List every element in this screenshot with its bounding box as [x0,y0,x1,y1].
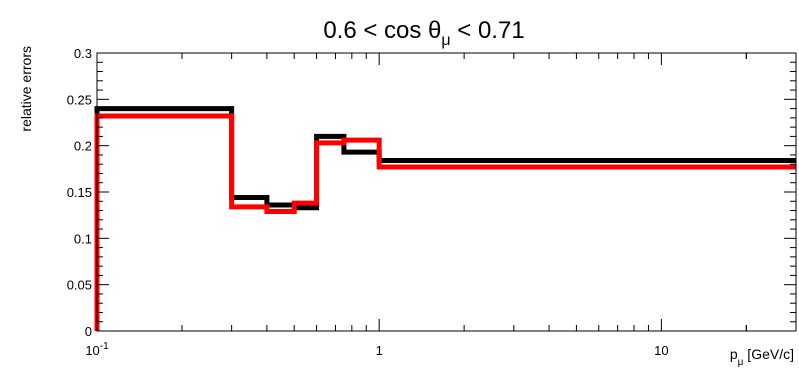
series-black-line [94,106,796,331]
plot-frame [96,52,797,332]
y-tick-label: 0.2 [74,139,92,154]
x-tick-label: 1 [376,343,383,358]
x-label-subscript: μ [738,357,744,368]
series-layer [94,106,796,331]
title-suffix: < 0.71 [451,17,525,44]
svg-text:0.6 < cos θμ < 0.71: 0.6 < cos θμ < 0.71 [323,17,524,49]
x-tick-label: 10-1 [85,341,109,358]
y-tick-label: 0.15 [67,185,92,200]
x-axis-label: pμ [GeV/c] [730,346,794,368]
y-tick-label: 0.1 [74,231,92,246]
y-tick-label: 0 [85,324,92,339]
series-red-line [94,113,796,331]
title-subscript: μ [441,32,450,49]
y-tick-label: 0.05 [67,278,92,293]
x-label-symbol: p [730,346,738,362]
y-tick-label: 0.3 [74,46,92,61]
x-tick-label: 10 [654,343,668,358]
x-label-unit: [GeV/c] [743,346,794,362]
chart-title: 0.6 < cos θμ < 0.71 [323,17,524,49]
axes-layer: 0 0.05 0.1 0.15 0.2 0.25 0.3 10-1 1 10 [67,46,797,358]
y-tick-label: 0.25 [67,92,92,107]
title-prefix: 0.6 < cos θ [323,17,441,44]
y-axis-label: relative errors [18,46,34,132]
